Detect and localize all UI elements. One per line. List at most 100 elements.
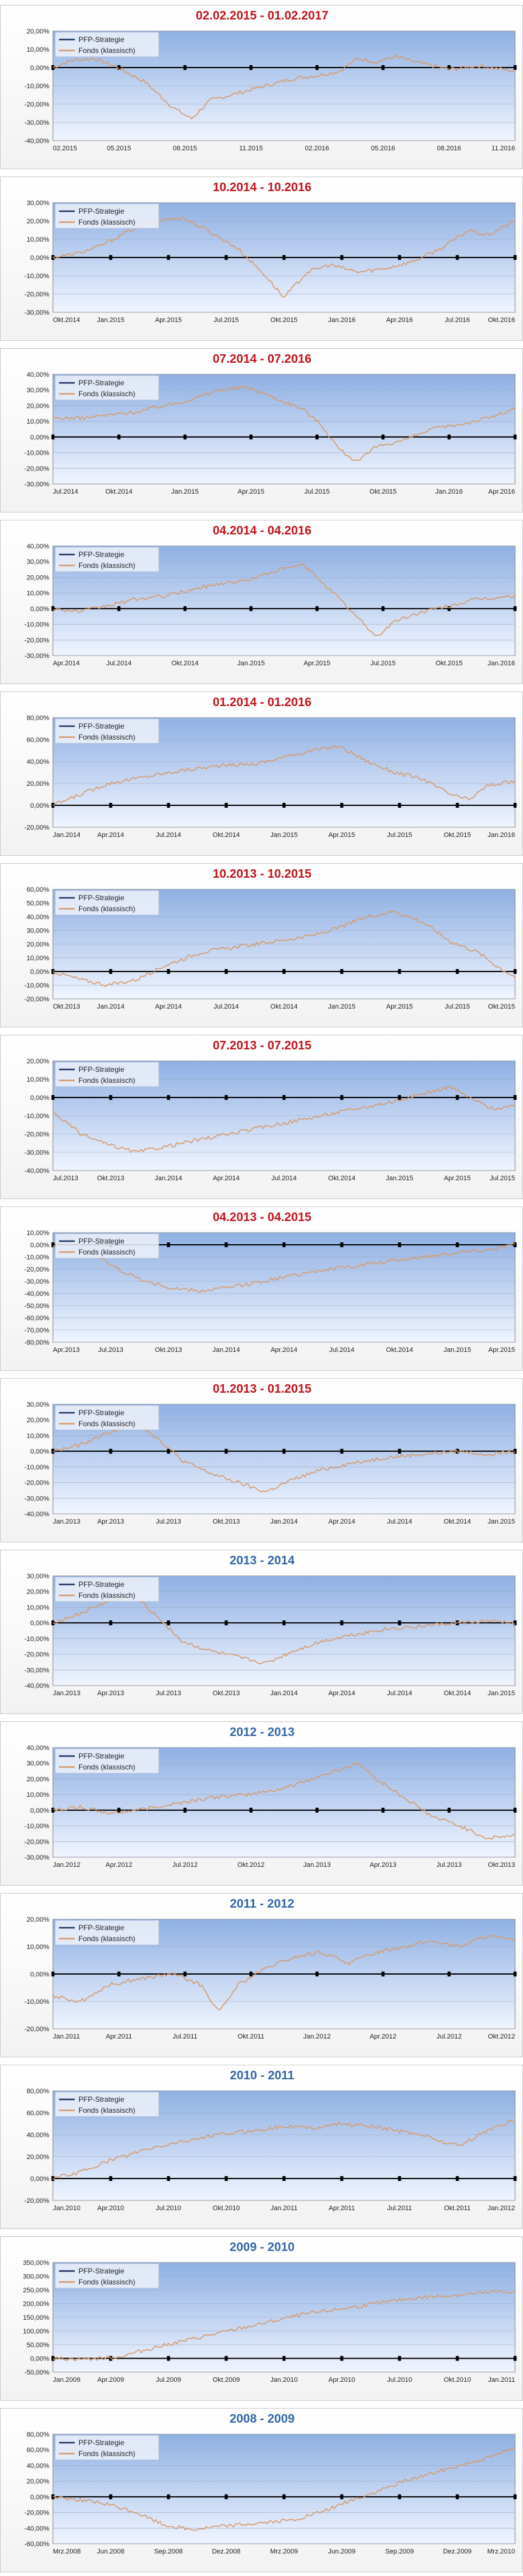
zero-line-marker xyxy=(513,1242,517,1247)
y-tick-label: -20,00% xyxy=(24,1480,49,1487)
y-tick-label: 0,00% xyxy=(30,434,49,441)
y-tick-label: -10,00% xyxy=(24,982,49,990)
zero-line-marker xyxy=(224,1620,228,1626)
y-tick-label: -20,00% xyxy=(24,2510,49,2517)
zero-line-marker xyxy=(447,434,451,439)
y-tick-label: -60,00% xyxy=(24,1315,49,1322)
zero-line-marker xyxy=(167,1095,170,1100)
legend-box xyxy=(55,1748,159,1774)
zero-line-marker xyxy=(117,1807,121,1813)
y-tick-label: 40,00% xyxy=(27,371,50,379)
y-tick-label: 0,00% xyxy=(30,2356,49,2363)
chart-title: 10.2013 - 10.2015 xyxy=(212,867,312,881)
y-tick-label: -10,00% xyxy=(24,1998,49,2006)
legend-box xyxy=(55,1062,159,1087)
x-tick-label: Jan.2011 xyxy=(271,2205,297,2212)
x-tick-label: 11.2015 xyxy=(239,145,263,152)
zero-line-marker xyxy=(109,1620,113,1626)
zero-line-marker xyxy=(513,2356,517,2361)
x-tick-label: Okt.2015 xyxy=(444,831,471,839)
x-tick-label: Okt.2013 xyxy=(213,1690,240,1697)
legend-label: Fonds (klassisch) xyxy=(78,1419,135,1428)
y-tick-label: -20,00% xyxy=(24,291,49,298)
y-tick-label: 10,00% xyxy=(27,955,50,962)
x-tick-label: Okt.2012 xyxy=(237,1861,265,1869)
zero-line-marker xyxy=(513,1807,517,1813)
fonds-series-line xyxy=(52,1085,516,1153)
y-tick-label: -20,00% xyxy=(24,2197,49,2205)
y-tick-label: -10,00% xyxy=(24,1823,49,1830)
x-tick-label: Jul.2010 xyxy=(387,2376,412,2384)
zero-line-marker xyxy=(513,1449,517,1454)
zero-line-marker xyxy=(224,255,228,260)
zero-line-marker xyxy=(117,434,121,439)
chart-panel: 10.2013 - 10.2015 60,00% 50,00% 40,00% 30,00… xyxy=(0,863,523,1027)
chart-panel: 2013 - 2014 30,00% 20,00% 10,00% 0,00% -10,00… xyxy=(0,1550,523,1714)
x-tick-label: Jan.2015 xyxy=(488,1518,515,1525)
y-tick-label: 60,00% xyxy=(27,886,50,894)
chart-title: 04.2014 - 04.2016 xyxy=(212,524,312,537)
x-tick-label: Okt.2013 xyxy=(213,1518,240,1525)
x-tick-label: Apr.2014 xyxy=(155,1003,182,1010)
zero-line-marker xyxy=(224,969,228,974)
y-tick-label: -30,00% xyxy=(24,1149,49,1157)
y-tick-label: -20,00% xyxy=(24,2026,49,2033)
zero-line-marker xyxy=(117,65,121,70)
x-tick-label: Jan.2015 xyxy=(270,831,297,839)
zero-line-marker xyxy=(224,2494,228,2499)
x-tick-label: Apr.2014 xyxy=(271,1346,297,1354)
zero-line-marker xyxy=(447,65,451,70)
legend: PFP-Strategie Fonds (klassisch) xyxy=(55,2263,159,2289)
y-tick-label: 50,00% xyxy=(27,900,50,908)
chart-title: 10.2014 - 10.2016 xyxy=(212,181,312,194)
chart-panel: 01.2013 - 01.2015 30,00% 20,00% 10,00% 0,00%… xyxy=(0,1378,523,1542)
legend: PFP-Strategie Fonds (klassisch) xyxy=(55,547,159,572)
zero-line-marker xyxy=(282,1242,286,1247)
legend-label: Fonds (klassisch) xyxy=(78,1934,135,1943)
zero-line-marker xyxy=(51,1242,55,1247)
x-tick-label: Jan.2010 xyxy=(270,2376,297,2384)
y-tick-label: 40,00% xyxy=(27,1745,50,1752)
zero-line-marker xyxy=(51,255,55,260)
x-tick-label: Jan.2013 xyxy=(303,1861,331,1869)
x-tick-label: Jul.2016 xyxy=(445,317,470,324)
x-tick-label: 05.2015 xyxy=(107,145,131,152)
legend-box xyxy=(55,890,159,915)
fonds-series-line xyxy=(52,910,516,987)
legend-box xyxy=(55,2091,159,2117)
y-tick-label: -20,00% xyxy=(24,996,49,1003)
y-tick-label: 30,00% xyxy=(27,1573,50,1580)
y-tick-label: 40,00% xyxy=(27,2132,50,2139)
zero-line-marker xyxy=(513,2494,517,2499)
chart-panel: 02.02.2015 - 01.02.2017 20,00% 10,00% 0,00%… xyxy=(0,5,523,169)
fonds-series-line xyxy=(52,1762,516,1840)
fonds-series-line xyxy=(52,2290,516,2361)
x-tick-label: Jan.2014 xyxy=(154,1175,182,1182)
zero-line-marker xyxy=(167,255,170,260)
chart-title: 2009 - 2010 xyxy=(229,2241,295,2254)
y-tick-label: -40,00% xyxy=(24,1682,49,1690)
x-tick-label: Apr.2016 xyxy=(386,317,413,324)
chart-panel: 04.2014 - 04.2016 40,00% 30,00% 20,00% 10,00… xyxy=(0,520,523,684)
zero-line-marker xyxy=(109,1449,113,1454)
chart-panel: 2009 - 2010 350,00% 300,00% 250,00% 200,00% 1… xyxy=(0,2236,523,2401)
x-tick-label: Jan.2011 xyxy=(488,2376,515,2384)
x-tick-label: Mrz.2008 xyxy=(53,2548,81,2555)
y-tick-label: 40,00% xyxy=(27,543,50,550)
zero-line-marker xyxy=(109,803,113,808)
x-tick-label: Okt.2010 xyxy=(213,2205,240,2212)
x-tick-label: Okt.2013 xyxy=(53,1003,80,1010)
zero-line-marker xyxy=(513,2176,517,2181)
x-tick-label: Jul.2011 xyxy=(387,2205,412,2212)
zero-line-marker xyxy=(513,606,517,611)
legend: PFP-Strategie Fonds (klassisch) xyxy=(55,2091,159,2117)
legend-label: PFP-Strategie xyxy=(78,722,125,730)
y-tick-label: -10,00% xyxy=(24,83,49,90)
x-tick-label: 08.2015 xyxy=(173,145,197,152)
line-chart: 20,00% 10,00% 0,00% -10,00% -20,00% -30,00% -4… xyxy=(24,28,517,152)
y-tick-label: -40,00% xyxy=(24,138,49,145)
x-tick-label: Okt.2013 xyxy=(97,1175,125,1182)
legend-box xyxy=(55,1577,159,1602)
x-tick-label: Apr.2014 xyxy=(328,1690,355,1697)
x-tick-label: Apr.2013 xyxy=(53,1346,80,1354)
